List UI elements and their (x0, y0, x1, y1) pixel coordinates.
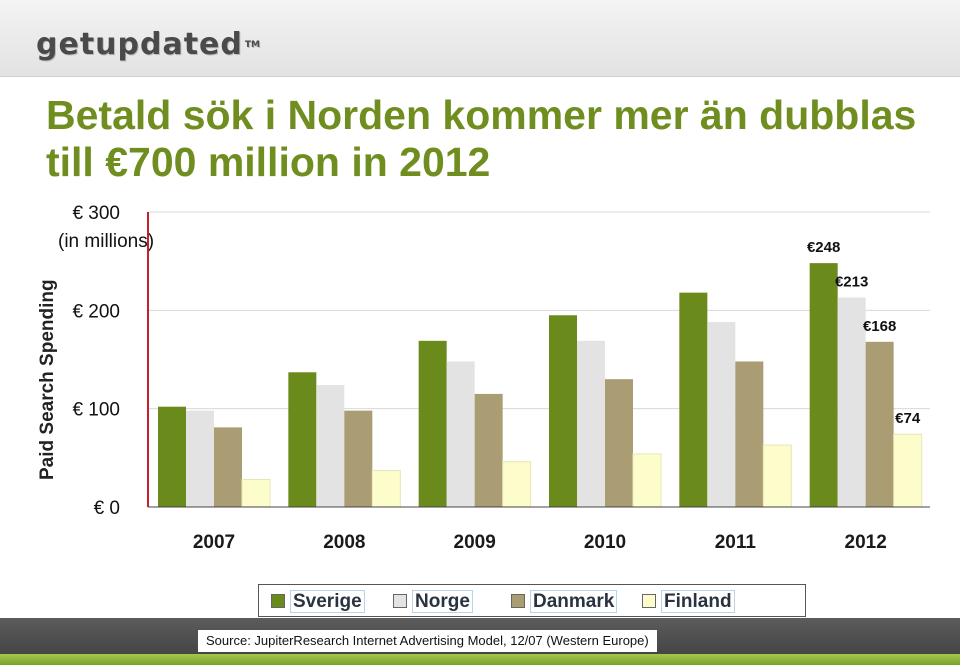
bar-danmark-2008 (344, 410, 373, 507)
legend-item-sverige: Sverige (271, 589, 365, 613)
data-label-sverige: €248 (807, 239, 840, 256)
bar-finland-2008 (371, 470, 401, 508)
bar-danmark-2010 (605, 379, 633, 507)
legend-swatch-sverige (271, 594, 285, 608)
y-tick-label-100: € 100 (72, 400, 120, 421)
header-bar: getupdated TM (0, 0, 960, 77)
bar-norge-2012 (837, 297, 866, 507)
bar-finland-2010 (632, 453, 662, 508)
chart-title: Betald sök i Norden kommer mer än dubbla… (46, 92, 946, 186)
bar-norge-2010 (577, 340, 605, 507)
x-tick-label-2012: 2012 (845, 532, 887, 553)
bar-sverige-2008 (288, 372, 317, 507)
legend-item-finland: Finland (642, 589, 735, 613)
logo-tm: TM (244, 40, 260, 50)
bar-norge-2007 (186, 410, 214, 507)
footer-accent-strip (0, 654, 960, 665)
bar-finland-2012 (893, 433, 923, 508)
bars (158, 263, 923, 508)
source-note: Source: JupiterResearch Internet Adverti… (198, 630, 657, 652)
x-tick-label-2008: 2008 (323, 532, 365, 553)
bar-sverige-2009 (418, 340, 447, 507)
gridlines (148, 211, 930, 410)
legend-swatch-finland (642, 594, 656, 608)
x-tick-label-2011: 2011 (715, 532, 757, 553)
legend-label-sverige: Sverige (290, 589, 365, 613)
chart-title-line-2: till €700 million in 2012 (46, 139, 491, 185)
bar-danmark-2012 (865, 341, 894, 507)
data-label-danmark: €168 (863, 318, 896, 335)
y-tick-label-300: € 300 (72, 203, 120, 224)
legend-item-danmark: Danmark (511, 589, 618, 613)
legend: Sverige Norge Danmark Finland (258, 584, 806, 617)
bar-sverige-2007 (158, 406, 186, 507)
legend-label-finland: Finland (661, 589, 735, 613)
legend-swatch-danmark (511, 594, 525, 608)
bar-norge-2009 (446, 361, 475, 507)
y-tick-labels: € 0 € 100 € 200 € 300 (72, 203, 120, 519)
chart-title-line-1: Betald sök i Norden kommer mer än dubbla… (46, 92, 917, 138)
bar-danmark-2007 (214, 427, 242, 507)
y-tick-label-200: € 200 (72, 301, 120, 322)
bar-sverige-2011 (679, 292, 708, 507)
data-label-finland: €74 (895, 410, 921, 427)
legend-label-danmark: Danmark (530, 589, 618, 613)
bar-sverige-2010 (549, 315, 577, 507)
bar-norge-2011 (707, 322, 736, 507)
data-labels: €248 €213 €168 €74 (807, 239, 921, 427)
bar-danmark-2011 (735, 361, 764, 507)
bar-finland-2007 (241, 478, 271, 508)
legend-item-norge: Norge (393, 589, 473, 613)
logo: getupdated TM (36, 28, 260, 62)
x-tick-label-2010: 2010 (584, 532, 626, 553)
bar-danmark-2009 (474, 393, 503, 507)
bar-norge-2008 (316, 385, 345, 507)
y-tick-label-0: € 0 (94, 498, 120, 519)
bar-finland-2009 (502, 461, 532, 508)
logo-text: getupdated (36, 27, 243, 62)
x-tick-label-2009: 2009 (454, 532, 496, 553)
legend-label-norge: Norge (412, 589, 473, 613)
axes (147, 212, 930, 508)
bar-sverige-2012 (809, 263, 838, 507)
unit-label: (in millions) (58, 231, 155, 252)
bar-finland-2011 (762, 444, 792, 508)
x-tick-labels: 2007 2008 2009 2010 2011 2012 (193, 532, 887, 553)
data-label-norge: €213 (835, 274, 868, 291)
legend-swatch-norge (393, 594, 407, 608)
x-tick-label-2007: 2007 (193, 532, 235, 553)
